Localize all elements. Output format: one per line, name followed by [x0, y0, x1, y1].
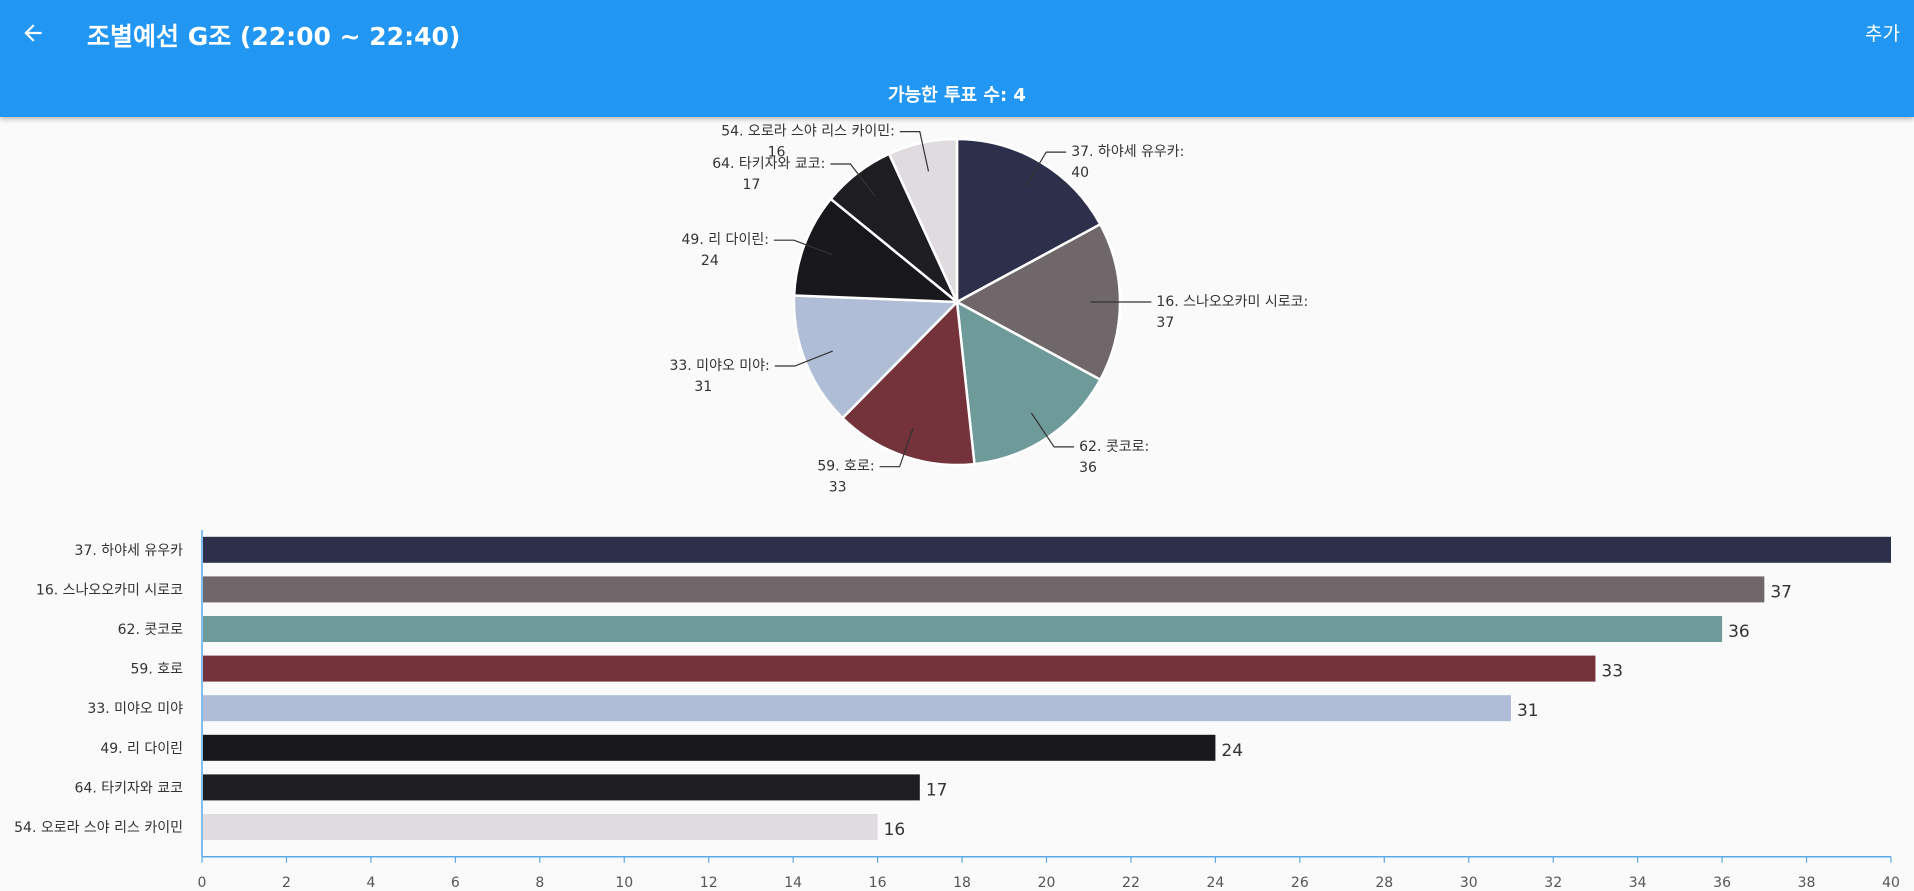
pie-leader-line	[1030, 412, 1075, 448]
bar	[203, 734, 1216, 761]
y-tick-label: 16. 스나오오카미 시로코	[36, 582, 183, 598]
bar-chart: 0 2 4 6 8 10 12 14 16 18 20 22 24 26 28 30 32 34 36 38 4037.…	[14, 530, 1900, 891]
x-tick-label: 14	[784, 875, 802, 891]
x-tick-label: 30	[1460, 875, 1478, 891]
x-tick-label: 18	[953, 875, 971, 891]
pie-leader-line	[899, 131, 930, 172]
x-tick-label: 36	[1713, 875, 1731, 891]
bar-value-label: 36	[1728, 622, 1750, 642]
pie-leader-line	[879, 428, 914, 468]
pie-leader-line	[830, 163, 876, 197]
x-tick-label: 16	[869, 875, 887, 891]
y-tick-label: 62. 콧코로	[118, 622, 183, 638]
pie-leader-line	[773, 239, 833, 256]
back-button[interactable]	[14, 14, 52, 52]
bar	[203, 576, 1765, 603]
pie-chart: 37. 하야세 유우카: 40 16. 스나오오카미 시로코: 37 62. 콧코로: 3…	[669, 124, 1308, 496]
y-tick-label: 37. 하야세 유우카	[75, 543, 184, 559]
bar	[203, 814, 878, 840]
add-button[interactable]: 추가	[1865, 23, 1900, 45]
bar-value-label: 33	[1601, 662, 1623, 682]
x-tick-label: 22	[1122, 875, 1140, 891]
bar-value-label: 37	[1770, 582, 1792, 602]
x-tick-label: 28	[1375, 875, 1393, 891]
pie-slice-label: 49. 리 다이린: 24	[682, 232, 769, 269]
app-bar: 조별예선 G조 (22:00 ~ 22:40) 추가 가능한 투표 수: 4	[0, 0, 1914, 117]
x-tick-label: 4	[366, 875, 375, 891]
x-tick-label: 10	[615, 875, 633, 891]
pie-slice-label: 33. 미야오 미야: 31	[669, 358, 769, 395]
bar-value-label: 31	[1517, 701, 1539, 721]
bar	[203, 695, 1511, 722]
pie-slice-label: 54. 오로라 스야 리스 카이민: 16	[721, 124, 895, 161]
vote-count-line: 가능한 투표 수: 4	[0, 81, 1914, 107]
x-tick-label: 20	[1038, 875, 1056, 891]
bar-value-label: 16	[884, 820, 906, 840]
bar	[203, 536, 1891, 563]
x-tick-label: 6	[451, 875, 460, 891]
y-tick-label: 64. 타키자와 쿄코	[75, 780, 184, 796]
bar	[203, 774, 920, 801]
pie-leader-line	[1024, 151, 1067, 188]
x-tick-label: 26	[1291, 875, 1309, 891]
pie-slice-label: 62. 콧코로: 36	[1079, 439, 1149, 476]
x-tick-label: 0	[198, 875, 207, 891]
pie-slice-label: 16. 스나오오카미 시로코: 37	[1156, 294, 1308, 331]
x-tick-label: 40	[1882, 875, 1900, 891]
page-title: 조별예선 G조 (22:00 ~ 22:40)	[87, 22, 461, 51]
bar	[203, 655, 1596, 682]
bar-value-label: 24	[1221, 741, 1243, 761]
x-tick-label: 2	[282, 875, 291, 891]
x-tick-label: 34	[1629, 875, 1647, 891]
x-tick-label: 38	[1798, 875, 1816, 891]
y-tick-label: 49. 리 다이린	[100, 741, 183, 757]
arrow-left-icon	[24, 24, 42, 42]
x-tick-label: 8	[535, 875, 544, 891]
bar-value-label: 17	[926, 780, 948, 800]
pie-slice-label: 59. 호로: 33	[817, 459, 874, 496]
vote-count-label: 가능한 투표 수:	[888, 85, 1008, 106]
y-tick-label: 54. 오로라 스야 리스 카이민	[14, 820, 183, 836]
x-tick-label: 12	[700, 875, 718, 891]
x-tick-label: 32	[1544, 875, 1562, 891]
x-tick-label: 24	[1206, 875, 1224, 891]
bar	[203, 616, 1723, 642]
pie-slice-label: 37. 하야세 유우카: 40	[1071, 144, 1184, 181]
vote-count-value: 4	[1013, 85, 1026, 106]
y-tick-label: 33. 미야오 미야	[87, 701, 183, 717]
y-tick-label: 59. 호로	[131, 662, 184, 678]
pie-leader-line	[774, 350, 833, 367]
pie-slice-label: 64. 타키자와 쿄코: 17	[712, 156, 825, 193]
